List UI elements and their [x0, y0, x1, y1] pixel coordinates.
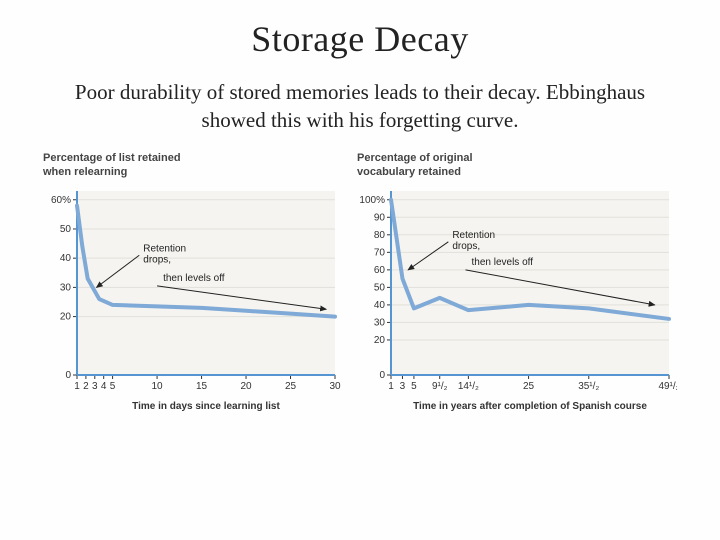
- svg-text:50: 50: [60, 224, 72, 235]
- svg-text:20: 20: [240, 381, 252, 392]
- svg-text:0: 0: [65, 370, 71, 381]
- svg-text:3: 3: [92, 381, 98, 392]
- svg-text:5: 5: [110, 381, 116, 392]
- svg-text:40: 40: [374, 300, 386, 311]
- svg-text:20: 20: [374, 335, 386, 346]
- svg-text:30: 30: [374, 318, 386, 329]
- svg-text:60%: 60%: [51, 195, 71, 206]
- svg-text:1: 1: [388, 381, 394, 392]
- svg-text:then levels off: then levels off: [163, 273, 225, 284]
- svg-text:then levels off: then levels off: [472, 257, 534, 268]
- svg-text:9¹/₂: 9¹/₂: [432, 381, 448, 392]
- svg-text:1: 1: [74, 381, 80, 392]
- page-title: Storage Decay: [40, 18, 680, 60]
- svg-text:5: 5: [411, 381, 417, 392]
- svg-text:2: 2: [83, 381, 89, 392]
- svg-text:30: 30: [60, 283, 72, 294]
- chart-left: Percentage of list retainedwhen relearni…: [43, 151, 343, 416]
- svg-text:Retention: Retention: [143, 244, 186, 255]
- svg-text:15: 15: [196, 381, 208, 392]
- svg-text:4: 4: [101, 381, 107, 392]
- svg-text:25: 25: [523, 381, 535, 392]
- chart-left-svg: 0 20 30 40 50 60% 12345 10 15 20 25 30 Retentiondrop…: [43, 185, 343, 415]
- svg-text:70: 70: [374, 248, 386, 259]
- svg-text:Time in years after completion: Time in years after completion of Spanis…: [413, 401, 647, 412]
- svg-text:40: 40: [60, 253, 72, 264]
- svg-text:25: 25: [285, 381, 297, 392]
- svg-text:100%: 100%: [359, 195, 385, 206]
- chart-left-title: Percentage of list retainedwhen relearni…: [43, 151, 343, 180]
- svg-text:3: 3: [400, 381, 406, 392]
- chart-right-svg: 0 20 30 40 50 60 70 80 90 100% 135 9¹/₂ 14¹/₂ 25 35¹/₂…: [357, 185, 677, 415]
- charts-row: Percentage of list retainedwhen relearni…: [40, 151, 680, 416]
- svg-text:Time in days since learning li: Time in days since learning list: [132, 401, 280, 412]
- svg-text:0: 0: [379, 370, 385, 381]
- svg-text:60: 60: [374, 265, 386, 276]
- svg-text:80: 80: [374, 230, 386, 241]
- svg-text:49¹/₂: 49¹/₂: [658, 381, 677, 392]
- svg-text:50: 50: [374, 283, 386, 294]
- svg-text:drops,: drops,: [143, 255, 171, 266]
- svg-text:35¹/₂: 35¹/₂: [578, 381, 599, 392]
- svg-text:drops,: drops,: [452, 241, 480, 252]
- svg-text:14¹/₂: 14¹/₂: [458, 381, 479, 392]
- svg-text:30: 30: [329, 381, 341, 392]
- svg-text:90: 90: [374, 213, 386, 224]
- svg-text:10: 10: [152, 381, 164, 392]
- body-text: Poor durability of stored memories leads…: [70, 78, 650, 135]
- slide: Storage Decay Poor durability of stored …: [0, 0, 720, 540]
- chart-right-title: Percentage of originalvocabulary retaine…: [357, 151, 677, 180]
- svg-text:20: 20: [60, 312, 72, 323]
- chart-right: Percentage of originalvocabulary retaine…: [357, 151, 677, 416]
- svg-text:Retention: Retention: [452, 230, 495, 241]
